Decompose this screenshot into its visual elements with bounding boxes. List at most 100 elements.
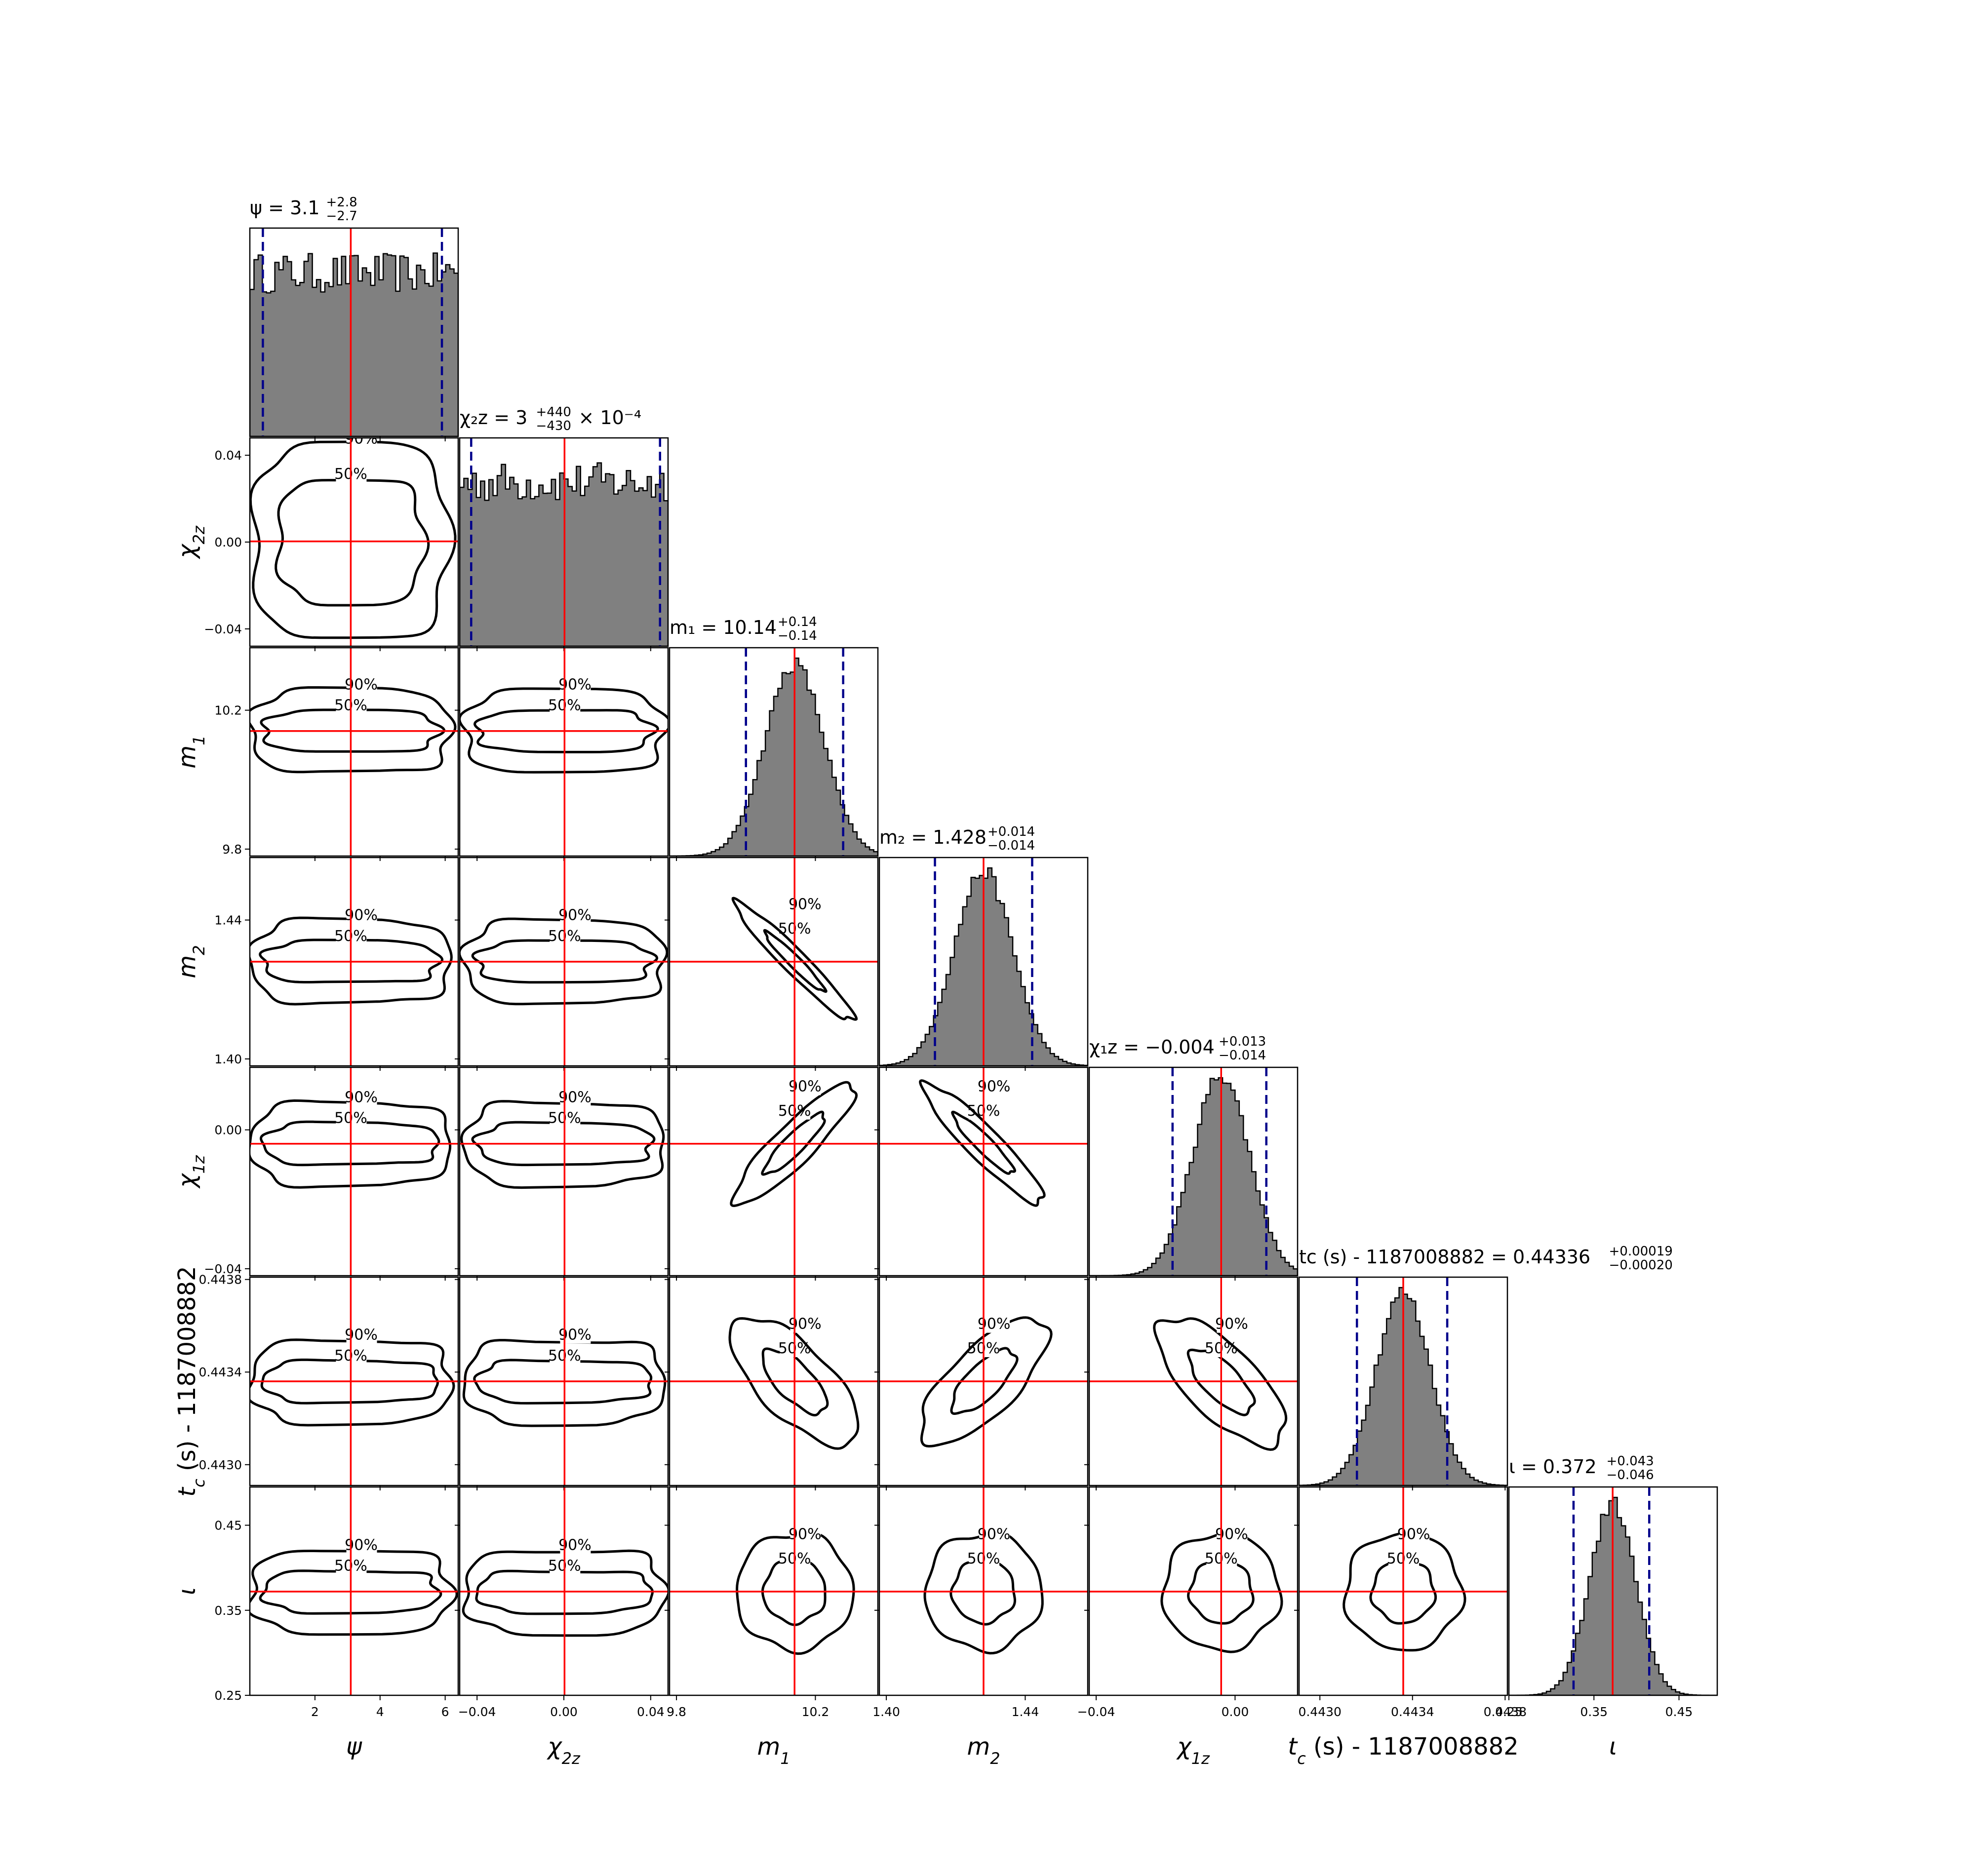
x-tick-label: 2: [311, 1705, 319, 1719]
panel-iota-m1: 50%90%9.8 10.2: [665, 1486, 879, 1719]
panel-frame: [878, 1066, 1089, 1277]
title-lower-error: −430: [536, 419, 571, 433]
histogram-chi1z: [1089, 1077, 1298, 1276]
panel-chi1z-m1: 50%90%: [665, 1066, 879, 1281]
panel-m2-m2: m₂ = 1.428 +0.014−0.014: [878, 824, 1089, 1071]
contour-label: 90%: [789, 896, 822, 913]
y-tick-label: 0.25: [214, 1688, 242, 1703]
contour-label: 90%: [978, 1526, 1011, 1543]
x-tick-label: 1.44: [1012, 1705, 1039, 1719]
contour-label: 90%: [345, 1089, 378, 1106]
contour-label: 90%: [558, 907, 592, 924]
title-lower-error: −0.046: [1607, 1468, 1654, 1483]
x-axis-label-m1: m1: [757, 1733, 790, 1768]
contour-50pct: [1186, 1348, 1256, 1416]
y-tick-label: 9.8: [222, 842, 242, 857]
title-chi1z: χ₁z = −0.004 +0.013−0.014: [1089, 1034, 1266, 1063]
x-axis-label-chi2z: χ2z: [546, 1733, 581, 1768]
panel-frame: [878, 1276, 1089, 1486]
panel-frame: [1298, 1276, 1508, 1486]
contour-50pct: [761, 1347, 829, 1417]
panel-iota-iota: ι = 0.372 +0.043−0.046 0.25 0.35 0.45: [1495, 1454, 1718, 1719]
title-upper-error: +0.014: [988, 824, 1035, 839]
title-suffix: × 10⁻⁴: [579, 407, 642, 429]
title-chi2z: χ₂z = 3 +440−430 × 10⁻⁴: [460, 405, 641, 433]
x-tick-label: 10.2: [802, 1705, 830, 1719]
y-tick-label: 0.4434: [199, 1365, 242, 1379]
panel-m1-chi2z: 50%90%: [455, 647, 669, 861]
axis-labels: ψ χ2z m1 m2 χ1z tc (s) - 1187008882 ι χ2z m1 m2 χ1…: [173, 525, 1617, 1768]
panel-chi1z-chi2z: 50%90%: [455, 1066, 669, 1281]
title-upper-error: +2.8: [326, 195, 357, 210]
contour-label: 90%: [558, 676, 592, 693]
contour-label: 90%: [345, 1327, 378, 1344]
x-tick-label: 0.25: [1495, 1705, 1523, 1719]
y-tick-label: 0.00: [214, 1123, 242, 1137]
panel-chi1z-m2: 50%90%: [874, 1066, 1089, 1281]
x-tick-label: 0.4430: [1298, 1705, 1341, 1719]
panel-frame: [249, 1486, 459, 1696]
y-tick-label: 0.04: [214, 448, 242, 463]
y-tick-label: 0.4430: [199, 1458, 242, 1472]
title-upper-error: +440: [536, 405, 571, 420]
panel-frame: [249, 1276, 459, 1486]
panel-frame: [249, 227, 459, 437]
y-axis-label-iota: ι: [173, 1587, 201, 1595]
title-lower-error: −0.14: [778, 628, 817, 643]
panel-frame: [669, 647, 879, 857]
contour-label: 90%: [345, 1536, 378, 1554]
x-tick-label: 1.40: [872, 1705, 900, 1719]
contour-90pct: [728, 1317, 860, 1450]
contour-label: 90%: [789, 1316, 822, 1333]
contour-90pct: [919, 1079, 1046, 1207]
panel-m2-m1: 50%90%: [665, 857, 879, 1071]
panel-frame: [249, 1066, 459, 1277]
y-axis-label-tc: tc (s) - 1187008882: [173, 1266, 208, 1496]
panel-frame: [669, 1276, 879, 1486]
x-axis-label-iota: ι: [1609, 1733, 1617, 1760]
title-lower-error: −2.7: [326, 209, 357, 224]
y-axis-label-m2: m2: [173, 945, 208, 978]
y-tick-label: 10.2: [214, 704, 242, 718]
contour-label: 90%: [558, 1327, 592, 1344]
x-tick-label: 0.04: [637, 1705, 665, 1719]
x-tick-label: 0.4438: [1484, 1705, 1527, 1719]
title-text: m₂ = 1.428: [879, 826, 987, 848]
x-tick-label: 0.45: [1665, 1705, 1693, 1719]
panel-m1-psi: 50%90%9.810.2: [214, 647, 459, 861]
histogram-psi: [250, 252, 458, 436]
panel-tc-tc: tc (s) - 1187008882 = 0.44336 +0.00019−0.…: [1298, 1244, 1673, 1490]
x-axis-label-psi: ψ: [346, 1733, 362, 1760]
panel-frame: [878, 857, 1089, 1067]
y-tick-label: 1.44: [214, 913, 242, 928]
title-text: ι = 0.372: [1509, 1456, 1597, 1478]
panel-frame: [1088, 1066, 1299, 1277]
contour-label: 90%: [345, 676, 378, 693]
title-upper-error: +0.14: [778, 615, 817, 629]
panel-frame: [1298, 1486, 1508, 1696]
y-tick-label: 0.00: [214, 535, 242, 549]
contour-label: 90%: [789, 1078, 822, 1095]
y-tick-label: 0.35: [214, 1603, 242, 1618]
contour-label: 90%: [978, 1078, 1011, 1095]
y-tick-label: 0.45: [214, 1519, 242, 1533]
x-tick-label: 9.8: [667, 1705, 686, 1719]
panel-chi2z-psi: 50%90%−0.040.000.04: [204, 437, 459, 651]
title-text: ψ = 3.1: [250, 197, 320, 219]
panel-iota-chi2z: 50%90%−0.04 0.00 0.04: [455, 1486, 669, 1719]
title-lower-error: −0.014: [988, 838, 1035, 853]
histogram-m1: [670, 657, 878, 856]
title-upper-error: +0.013: [1219, 1034, 1266, 1049]
x-tick-label: 4: [376, 1705, 384, 1719]
title-lower-error: −0.014: [1219, 1048, 1266, 1063]
title-upper-error: +0.00019: [1609, 1244, 1673, 1259]
contour-label: 90%: [1215, 1526, 1248, 1543]
contour-50pct: [761, 1110, 826, 1176]
contour-50pct: [951, 1110, 1017, 1175]
panel-m2-psi: 50%90%1.401.44: [214, 857, 459, 1071]
panel-frame: [669, 1066, 879, 1277]
panel-chi1z-psi: 50%90%−0.040.00: [204, 1066, 459, 1281]
panel-psi-psi: ψ = 3.1 +2.8−2.7: [249, 195, 459, 441]
contour-label: 90%: [558, 1089, 592, 1106]
panel-chi2z-chi2z: χ₂z = 3 +440−430 × 10⁻⁴: [459, 405, 669, 651]
